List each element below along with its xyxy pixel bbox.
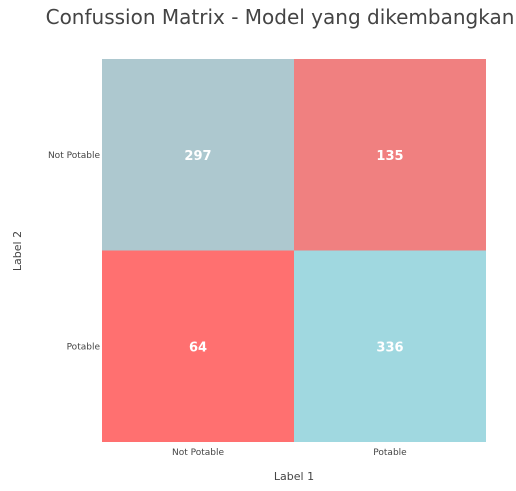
y-tick-label: Not Potable	[48, 151, 100, 161]
y-tick-label: Potable	[67, 342, 101, 352]
y-axis-label: Label 2	[11, 231, 24, 271]
heatmap-cell-1-0	[102, 250, 294, 442]
cell-value-labels: 297 135 64 336	[184, 149, 403, 356]
cell-value-1-0: 64	[189, 340, 207, 355]
y-tick-labels: Not Potable Potable	[48, 151, 100, 353]
heatmap-cell-0-0	[102, 59, 294, 251]
x-axis-label: Label 1	[274, 470, 314, 483]
chart-title: Confussion Matrix - Model yang dikembang…	[46, 5, 515, 29]
x-tick-labels: Not Potable Potable	[172, 448, 407, 458]
cell-value-0-1: 135	[376, 149, 403, 164]
heatmap-cells	[102, 59, 486, 442]
cell-value-1-1: 336	[376, 340, 403, 355]
x-tick-label: Not Potable	[172, 448, 224, 458]
cell-value-0-0: 297	[184, 149, 211, 164]
x-tick-label: Potable	[373, 448, 407, 458]
heatmap-cell-1-1	[294, 250, 486, 442]
heatmap-cell-0-1	[294, 59, 486, 251]
